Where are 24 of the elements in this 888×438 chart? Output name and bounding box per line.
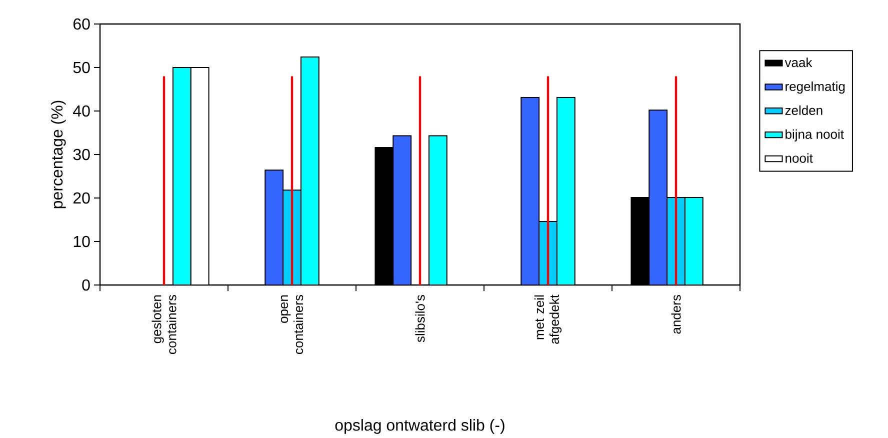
y-axis-title: percentage (%): [50, 100, 66, 208]
y-tick-label: 10: [74, 236, 90, 248]
x-tick-label: gesloten containers: [152, 294, 176, 354]
legend-label: regelmatig: [786, 82, 845, 94]
x-axis-title: opslag ontwaterd slib (-): [335, 419, 504, 434]
y-tick-label: 40: [73, 105, 90, 117]
y-tick-label: 20: [73, 192, 90, 204]
x-tick-label: open containers: [280, 294, 304, 354]
y-tick-label: 50: [73, 62, 90, 74]
bar: [290, 76, 294, 285]
bar: [418, 76, 422, 285]
bar: [546, 76, 550, 285]
legend-label: nooit: [786, 153, 813, 163]
legend-label: vaak: [784, 58, 812, 68]
y-tick-label: 0: [82, 279, 90, 291]
x-tick-label: met zeil afgedekt: [534, 294, 562, 344]
legend-label: zelden: [785, 105, 822, 115]
bar: [162, 76, 166, 285]
y-tick-label: 30: [73, 148, 90, 160]
y-tick-label: 60: [73, 18, 90, 30]
x-tick-label: anders: [671, 294, 681, 334]
x-tick-label: slibsilo's: [415, 294, 425, 342]
legend-label: bijna nooit: [786, 129, 844, 142]
bar: [674, 76, 678, 285]
